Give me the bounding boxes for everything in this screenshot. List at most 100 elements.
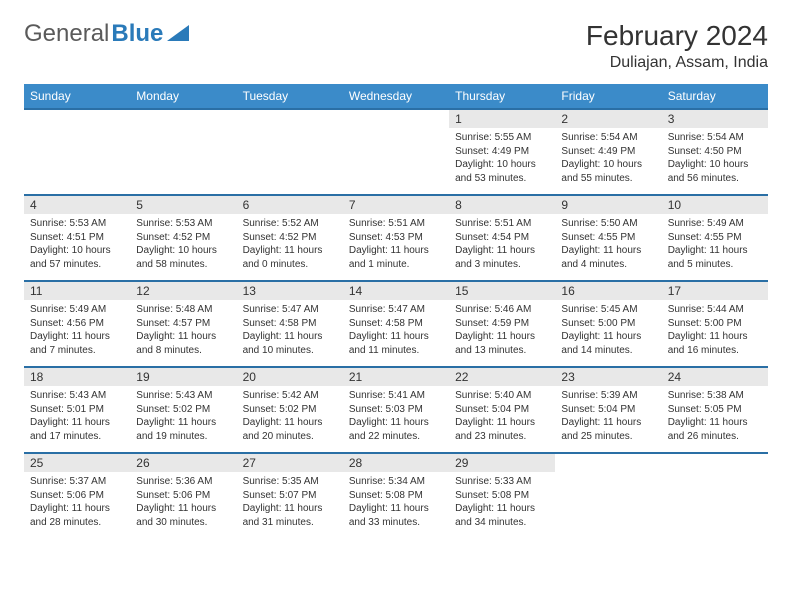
day-line-daylight1: Daylight: 11 hours xyxy=(561,330,655,344)
day-header: Friday xyxy=(555,84,661,109)
day-line-sunrise: Sunrise: 5:42 AM xyxy=(243,389,337,403)
calendar-day-cell: 29Sunrise: 5:33 AMSunset: 5:08 PMDayligh… xyxy=(449,453,555,539)
day-line-sunrise: Sunrise: 5:53 AM xyxy=(136,217,230,231)
day-number xyxy=(555,454,661,472)
day-details: Sunrise: 5:43 AMSunset: 5:02 PMDaylight:… xyxy=(130,386,236,447)
day-details: Sunrise: 5:41 AMSunset: 5:03 PMDaylight:… xyxy=(343,386,449,447)
day-line-sunset: Sunset: 5:06 PM xyxy=(30,489,124,503)
day-line-daylight1: Daylight: 11 hours xyxy=(561,244,655,258)
day-number: 13 xyxy=(237,282,343,300)
calendar-week-row: 25Sunrise: 5:37 AMSunset: 5:06 PMDayligh… xyxy=(24,453,768,539)
day-details: Sunrise: 5:47 AMSunset: 4:58 PMDaylight:… xyxy=(237,300,343,361)
day-number: 14 xyxy=(343,282,449,300)
logo: GeneralBlue xyxy=(24,20,189,48)
day-line-sunrise: Sunrise: 5:40 AM xyxy=(455,389,549,403)
day-line-daylight1: Daylight: 10 hours xyxy=(136,244,230,258)
day-line-sunset: Sunset: 5:04 PM xyxy=(455,403,549,417)
day-line-daylight2: and 4 minutes. xyxy=(561,258,655,272)
day-line-sunrise: Sunrise: 5:48 AM xyxy=(136,303,230,317)
day-line-daylight1: Daylight: 11 hours xyxy=(30,330,124,344)
day-line-sunrise: Sunrise: 5:50 AM xyxy=(561,217,655,231)
day-line-daylight2: and 25 minutes. xyxy=(561,430,655,444)
day-line-daylight1: Daylight: 11 hours xyxy=(30,416,124,430)
day-details: Sunrise: 5:53 AMSunset: 4:52 PMDaylight:… xyxy=(130,214,236,275)
calendar-day-cell: 20Sunrise: 5:42 AMSunset: 5:02 PMDayligh… xyxy=(237,367,343,453)
day-line-sunset: Sunset: 4:54 PM xyxy=(455,231,549,245)
day-line-daylight2: and 19 minutes. xyxy=(136,430,230,444)
day-line-sunrise: Sunrise: 5:34 AM xyxy=(349,475,443,489)
calendar-day-cell xyxy=(555,453,661,539)
day-number: 9 xyxy=(555,196,661,214)
day-line-daylight2: and 5 minutes. xyxy=(668,258,762,272)
day-details: Sunrise: 5:47 AMSunset: 4:58 PMDaylight:… xyxy=(343,300,449,361)
day-line-daylight2: and 20 minutes. xyxy=(243,430,337,444)
day-number: 3 xyxy=(662,110,768,128)
calendar-day-cell xyxy=(24,109,130,195)
day-number: 11 xyxy=(24,282,130,300)
day-number: 20 xyxy=(237,368,343,386)
day-line-sunrise: Sunrise: 5:43 AM xyxy=(30,389,124,403)
day-line-sunset: Sunset: 5:03 PM xyxy=(349,403,443,417)
day-details: Sunrise: 5:52 AMSunset: 4:52 PMDaylight:… xyxy=(237,214,343,275)
day-details: Sunrise: 5:35 AMSunset: 5:07 PMDaylight:… xyxy=(237,472,343,533)
day-line-sunrise: Sunrise: 5:37 AM xyxy=(30,475,124,489)
day-line-daylight1: Daylight: 11 hours xyxy=(243,244,337,258)
day-line-sunset: Sunset: 4:51 PM xyxy=(30,231,124,245)
day-details: Sunrise: 5:55 AMSunset: 4:49 PMDaylight:… xyxy=(449,128,555,189)
day-line-daylight1: Daylight: 10 hours xyxy=(455,158,549,172)
day-line-daylight1: Daylight: 11 hours xyxy=(243,502,337,516)
day-number: 21 xyxy=(343,368,449,386)
day-line-sunset: Sunset: 4:50 PM xyxy=(668,145,762,159)
calendar-day-cell: 19Sunrise: 5:43 AMSunset: 5:02 PMDayligh… xyxy=(130,367,236,453)
day-number xyxy=(662,454,768,472)
calendar-day-cell: 8Sunrise: 5:51 AMSunset: 4:54 PMDaylight… xyxy=(449,195,555,281)
day-line-daylight2: and 14 minutes. xyxy=(561,344,655,358)
day-number xyxy=(130,110,236,128)
day-details: Sunrise: 5:49 AMSunset: 4:55 PMDaylight:… xyxy=(662,214,768,275)
day-details: Sunrise: 5:42 AMSunset: 5:02 PMDaylight:… xyxy=(237,386,343,447)
day-line-sunrise: Sunrise: 5:38 AM xyxy=(668,389,762,403)
day-line-daylight2: and 58 minutes. xyxy=(136,258,230,272)
calendar-day-cell: 21Sunrise: 5:41 AMSunset: 5:03 PMDayligh… xyxy=(343,367,449,453)
day-number: 5 xyxy=(130,196,236,214)
day-number: 22 xyxy=(449,368,555,386)
calendar-day-cell: 14Sunrise: 5:47 AMSunset: 4:58 PMDayligh… xyxy=(343,281,449,367)
day-line-sunset: Sunset: 4:58 PM xyxy=(243,317,337,331)
location-text: Duliajan, Assam, India xyxy=(586,54,768,72)
day-number: 10 xyxy=(662,196,768,214)
day-line-sunrise: Sunrise: 5:47 AM xyxy=(349,303,443,317)
day-line-sunrise: Sunrise: 5:49 AM xyxy=(30,303,124,317)
calendar-day-cell: 10Sunrise: 5:49 AMSunset: 4:55 PMDayligh… xyxy=(662,195,768,281)
day-details: Sunrise: 5:50 AMSunset: 4:55 PMDaylight:… xyxy=(555,214,661,275)
day-line-daylight1: Daylight: 11 hours xyxy=(243,416,337,430)
calendar-day-cell: 4Sunrise: 5:53 AMSunset: 4:51 PMDaylight… xyxy=(24,195,130,281)
day-line-sunset: Sunset: 5:02 PM xyxy=(136,403,230,417)
day-number: 1 xyxy=(449,110,555,128)
day-line-sunset: Sunset: 4:58 PM xyxy=(349,317,443,331)
day-number: 7 xyxy=(343,196,449,214)
day-line-sunset: Sunset: 5:02 PM xyxy=(243,403,337,417)
logo-text-gray: General xyxy=(24,20,109,48)
day-line-daylight1: Daylight: 11 hours xyxy=(30,502,124,516)
day-line-sunrise: Sunrise: 5:43 AM xyxy=(136,389,230,403)
calendar-day-cell: 15Sunrise: 5:46 AMSunset: 4:59 PMDayligh… xyxy=(449,281,555,367)
calendar-day-cell: 16Sunrise: 5:45 AMSunset: 5:00 PMDayligh… xyxy=(555,281,661,367)
day-line-daylight1: Daylight: 11 hours xyxy=(136,416,230,430)
day-line-sunrise: Sunrise: 5:51 AM xyxy=(349,217,443,231)
day-line-daylight2: and 26 minutes. xyxy=(668,430,762,444)
day-header: Wednesday xyxy=(343,84,449,109)
calendar-day-cell xyxy=(343,109,449,195)
day-line-sunrise: Sunrise: 5:39 AM xyxy=(561,389,655,403)
day-details: Sunrise: 5:44 AMSunset: 5:00 PMDaylight:… xyxy=(662,300,768,361)
day-number: 24 xyxy=(662,368,768,386)
day-details: Sunrise: 5:53 AMSunset: 4:51 PMDaylight:… xyxy=(24,214,130,275)
day-line-daylight1: Daylight: 11 hours xyxy=(455,502,549,516)
day-details: Sunrise: 5:54 AMSunset: 4:50 PMDaylight:… xyxy=(662,128,768,189)
day-details: Sunrise: 5:54 AMSunset: 4:49 PMDaylight:… xyxy=(555,128,661,189)
day-details: Sunrise: 5:45 AMSunset: 5:00 PMDaylight:… xyxy=(555,300,661,361)
calendar-day-cell: 23Sunrise: 5:39 AMSunset: 5:04 PMDayligh… xyxy=(555,367,661,453)
day-details: Sunrise: 5:37 AMSunset: 5:06 PMDaylight:… xyxy=(24,472,130,533)
page-header: GeneralBlue February 2024 Duliajan, Assa… xyxy=(24,20,768,72)
day-line-sunrise: Sunrise: 5:49 AM xyxy=(668,217,762,231)
day-details: Sunrise: 5:43 AMSunset: 5:01 PMDaylight:… xyxy=(24,386,130,447)
